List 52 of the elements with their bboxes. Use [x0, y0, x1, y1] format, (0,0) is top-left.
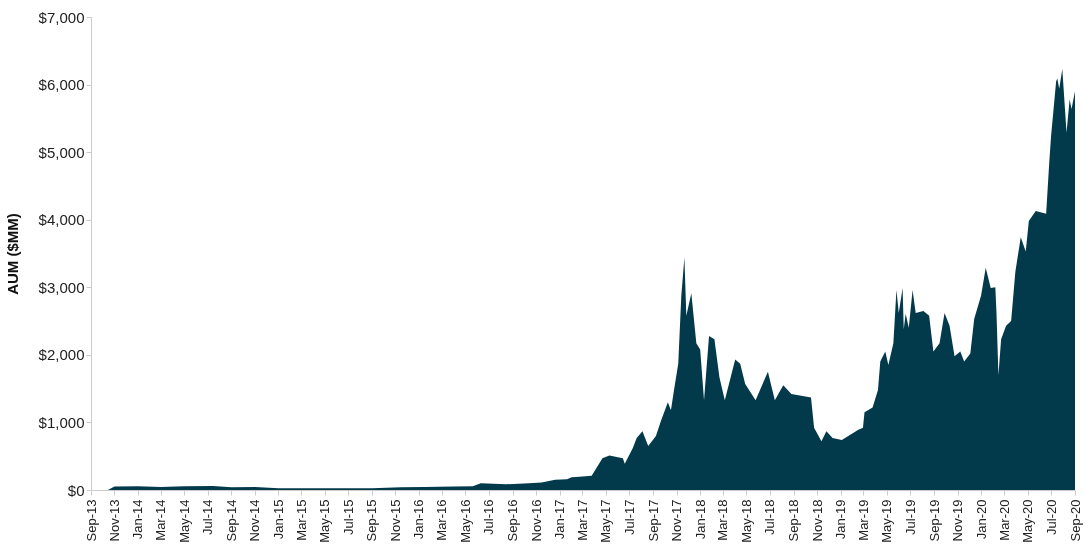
x-tick-label: Jan-14	[130, 499, 146, 540]
x-tick-label: Sep-15	[364, 499, 380, 542]
x-tick-label: Nov-14	[247, 499, 263, 542]
x-tick-label: Sep-18	[786, 499, 802, 542]
y-tick-label: $1,000	[38, 413, 85, 431]
x-tick-label: Nov-18	[809, 499, 825, 542]
x-tick-label: Mar-19	[855, 499, 871, 541]
x-tick-label: Nov-17	[669, 499, 685, 542]
x-tick-label: Mar-17	[574, 499, 590, 541]
x-tick-label: Jan-17	[552, 499, 568, 540]
x-tick-label: Jan-18	[692, 499, 708, 540]
x-tick-label: Mar-18	[715, 499, 731, 541]
x-tick-label: Nov-16	[528, 499, 544, 542]
y-tick-label: $0	[67, 481, 85, 499]
x-tick-label: Sep-19	[926, 499, 942, 542]
x-tick-label: Jul-14	[200, 499, 216, 535]
x-tick-label: Sep-16	[505, 499, 521, 542]
y-tick-label: $4,000	[38, 211, 85, 229]
y-tick-label: $5,000	[38, 143, 85, 161]
x-tick-label: Jan-20	[973, 499, 989, 540]
y-axis-title: AUM ($MM)	[3, 213, 21, 295]
x-tick-label: May-18	[738, 499, 754, 543]
x-tick-label: Jan-19	[833, 499, 849, 540]
x-tick-label: Mar-20	[996, 499, 1012, 541]
x-tick-label: Jul-20	[1043, 499, 1059, 535]
x-tick-label: Nov-19	[950, 499, 966, 542]
x-tick-label: Mar-16	[434, 499, 450, 541]
x-tick-label: Sep-14	[223, 499, 239, 542]
x-tick-label: Sep-17	[645, 499, 661, 542]
x-tick-label: May-19	[879, 499, 895, 543]
y-tick-label: $2,000	[38, 346, 85, 364]
x-tick-label: Mar-14	[153, 499, 169, 541]
x-tick-label: Jan-15	[270, 499, 286, 540]
x-tick-label: Jul-18	[762, 499, 778, 535]
x-tick-label: Nov-13	[106, 499, 122, 542]
y-tick-label: $7,000	[38, 8, 85, 26]
x-tick-label: Sep-13	[83, 499, 99, 542]
x-tick-label: Jul-16	[481, 499, 497, 535]
x-tick-label: Jul-15	[340, 499, 356, 535]
x-tick-label: Jul-19	[902, 499, 918, 535]
x-tick-label: May-14	[176, 499, 192, 543]
x-tick-label: May-20	[1020, 499, 1036, 543]
x-tick-label: May-16	[457, 499, 473, 543]
x-tick-label: May-15	[317, 499, 333, 543]
x-tick-label: May-17	[598, 499, 614, 543]
x-tick-label: Mar-15	[293, 499, 309, 541]
y-tick-label: $3,000	[38, 278, 85, 296]
x-tick-label: Nov-15	[387, 499, 403, 542]
y-tick-label: $6,000	[38, 76, 85, 94]
x-tick-label: Jul-17	[621, 499, 637, 535]
x-tick-label: Jan-16	[411, 499, 427, 540]
x-tick-label: Sep-20	[1067, 499, 1083, 542]
